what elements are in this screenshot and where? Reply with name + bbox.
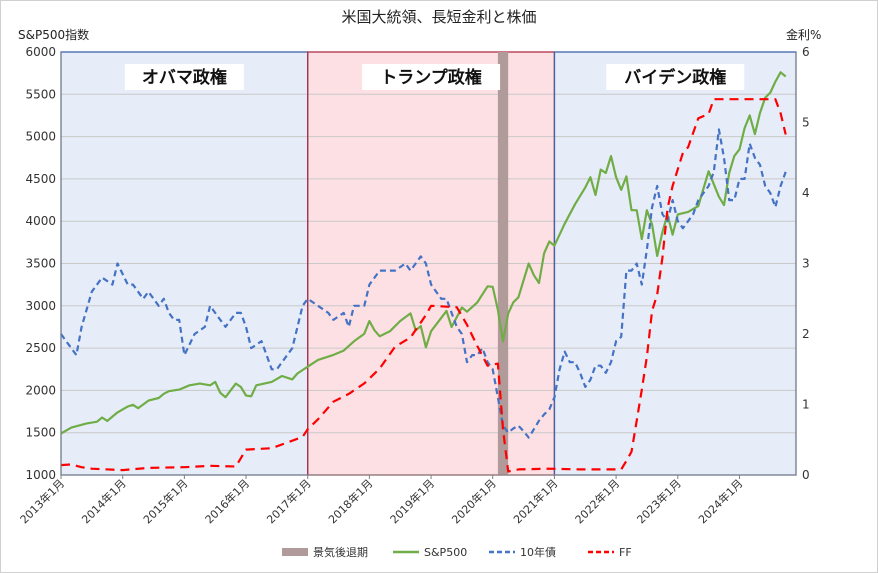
legend-swatch [282,548,308,556]
right-tick-label: 2 [802,327,810,341]
legend-label: FF [619,546,632,559]
right-tick-label: 0 [802,468,810,482]
left-tick-label: 5500 [25,87,56,101]
left-tick-label: 2500 [25,341,56,355]
x-tick-label: 2013年1月 [17,476,67,526]
left-tick-label: 4500 [25,172,56,186]
legend-label: 10年債 [520,545,556,559]
chart-title: 米国大統領、長短金利と株価 [341,8,537,26]
right-axis-label: 金利% [786,28,822,42]
legend-label: 景気後退期 [313,545,368,559]
administration-label: オバマ政権 [142,67,227,88]
right-tick-label: 6 [802,45,810,59]
x-tick-label: 2021年1月 [510,476,560,526]
x-tick-label: 2018年1月 [325,476,375,526]
right-tick-label: 4 [802,186,810,200]
x-tick-label: 2015年1月 [140,476,190,526]
administration-label: トランプ政権 [380,67,482,88]
administration-label-box [362,64,501,90]
series-line-10年債 [60,128,787,439]
left-tick-label: 1000 [25,468,56,482]
left-tick-label: 1500 [25,426,56,440]
left-tick-label: 2000 [25,383,56,397]
x-tick-label: 2023年1月 [634,476,684,526]
x-tick-label: 2017年1月 [264,476,314,526]
series-line-S&P500 [60,71,787,435]
administration-label: バイデン政権 [624,67,726,88]
administration-label-box [606,64,745,90]
recession-bar [497,52,509,475]
x-tick-label: 2016年1月 [202,476,252,526]
left-axis-label: S&P500指数 [18,28,90,42]
left-tick-label: 6000 [25,45,56,59]
series-line-FF [60,98,787,473]
x-tick-label: 2014年1月 [79,476,129,526]
right-tick-label: 1 [802,398,810,412]
administration-label-box [124,64,244,90]
x-tick-label: 2020年1月 [449,476,499,526]
right-tick-label: 3 [802,257,810,271]
x-tick-label: 2022年1月 [572,476,622,526]
left-tick-label: 3000 [25,299,56,313]
legend-label: S&P500 [424,546,467,559]
right-tick-label: 5 [802,116,810,130]
x-tick-label: 2019年1月 [387,476,437,526]
left-tick-label: 3500 [25,257,56,271]
left-tick-label: 4000 [25,214,56,228]
x-tick-label: 2024年1月 [695,476,745,526]
left-tick-label: 5000 [25,130,56,144]
